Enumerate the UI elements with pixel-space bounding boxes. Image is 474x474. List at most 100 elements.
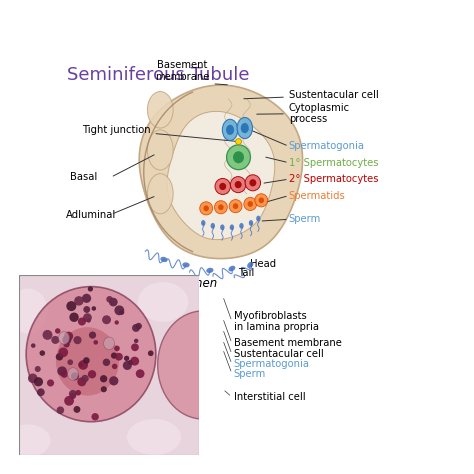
Circle shape <box>82 375 89 382</box>
Ellipse shape <box>249 220 253 226</box>
Circle shape <box>130 356 139 365</box>
Circle shape <box>73 336 82 344</box>
Circle shape <box>69 312 79 322</box>
Circle shape <box>100 375 107 383</box>
Text: Adluminal: Adluminal <box>66 210 116 219</box>
Ellipse shape <box>138 282 188 322</box>
Text: Tail: Tail <box>238 268 255 278</box>
Text: Interstitial cell: Interstitial cell <box>234 392 305 402</box>
Circle shape <box>83 313 92 322</box>
Circle shape <box>109 298 118 306</box>
Circle shape <box>64 341 70 347</box>
Circle shape <box>83 306 90 313</box>
Circle shape <box>64 338 69 344</box>
Circle shape <box>39 350 45 356</box>
Ellipse shape <box>228 266 236 272</box>
Circle shape <box>89 331 96 339</box>
Circle shape <box>123 361 132 370</box>
Ellipse shape <box>8 288 48 334</box>
Ellipse shape <box>214 201 228 214</box>
Text: Myofibroblasts
in lamina propria: Myofibroblasts in lamina propria <box>234 310 319 332</box>
Text: 1° Spermatocytes: 1° Spermatocytes <box>289 158 378 168</box>
Circle shape <box>57 366 67 376</box>
Circle shape <box>73 406 81 413</box>
Polygon shape <box>139 85 302 259</box>
Circle shape <box>56 353 63 361</box>
Ellipse shape <box>201 220 205 226</box>
Circle shape <box>28 374 37 383</box>
Circle shape <box>124 356 129 361</box>
Ellipse shape <box>247 201 253 207</box>
Text: Seminiferous Tubule: Seminiferous Tubule <box>66 66 249 84</box>
Circle shape <box>101 386 107 392</box>
Circle shape <box>69 390 77 398</box>
Ellipse shape <box>147 130 173 170</box>
Ellipse shape <box>26 287 156 422</box>
Ellipse shape <box>233 203 238 209</box>
Ellipse shape <box>233 151 244 163</box>
Circle shape <box>102 315 111 324</box>
Circle shape <box>86 319 91 323</box>
Ellipse shape <box>127 419 181 455</box>
Text: Basement
membrane: Basement membrane <box>155 60 228 85</box>
Circle shape <box>64 396 74 406</box>
Ellipse shape <box>160 257 167 262</box>
Circle shape <box>31 343 36 348</box>
Circle shape <box>88 370 96 378</box>
Circle shape <box>75 390 81 396</box>
Text: Spermatogonia: Spermatogonia <box>289 141 365 151</box>
Ellipse shape <box>230 224 234 230</box>
Circle shape <box>131 343 139 351</box>
Circle shape <box>78 318 86 326</box>
Polygon shape <box>167 111 275 240</box>
Circle shape <box>35 366 41 372</box>
Circle shape <box>134 338 138 343</box>
Circle shape <box>37 388 45 396</box>
Circle shape <box>236 138 241 145</box>
Text: Sustentacular cell: Sustentacular cell <box>234 349 323 359</box>
Circle shape <box>114 305 124 315</box>
Circle shape <box>91 413 99 420</box>
Circle shape <box>71 372 79 380</box>
Circle shape <box>136 369 145 378</box>
Circle shape <box>78 363 83 367</box>
Ellipse shape <box>104 337 114 350</box>
Circle shape <box>111 353 117 359</box>
Ellipse shape <box>158 311 248 419</box>
Ellipse shape <box>249 179 256 186</box>
Circle shape <box>56 406 64 414</box>
Circle shape <box>111 378 116 383</box>
Circle shape <box>43 330 53 340</box>
Circle shape <box>103 359 110 366</box>
Ellipse shape <box>239 223 244 229</box>
Circle shape <box>83 357 90 364</box>
Circle shape <box>119 310 124 315</box>
Ellipse shape <box>218 204 224 210</box>
Ellipse shape <box>147 91 173 128</box>
Text: Basement membrane: Basement membrane <box>234 338 342 348</box>
Text: Sperm: Sperm <box>289 214 321 224</box>
Circle shape <box>55 328 60 334</box>
Text: Sustentacular cell: Sustentacular cell <box>244 90 379 100</box>
Ellipse shape <box>210 223 215 229</box>
Text: Sperm: Sperm <box>234 369 266 379</box>
Ellipse shape <box>203 205 209 211</box>
Ellipse shape <box>230 177 246 192</box>
Ellipse shape <box>256 216 261 221</box>
Ellipse shape <box>255 194 268 207</box>
Circle shape <box>58 347 68 357</box>
Ellipse shape <box>222 119 238 140</box>
Ellipse shape <box>247 262 254 268</box>
Ellipse shape <box>147 173 173 214</box>
Text: Tight junction: Tight junction <box>82 125 236 141</box>
Ellipse shape <box>227 145 250 170</box>
Circle shape <box>91 306 96 311</box>
Circle shape <box>112 364 118 369</box>
Circle shape <box>78 360 88 370</box>
Circle shape <box>64 332 73 341</box>
Text: Spermatids: Spermatids <box>289 191 346 201</box>
Ellipse shape <box>68 368 78 380</box>
Circle shape <box>106 296 113 302</box>
Text: Cytoplasmic
process: Cytoplasmic process <box>257 103 350 124</box>
Circle shape <box>115 353 123 361</box>
